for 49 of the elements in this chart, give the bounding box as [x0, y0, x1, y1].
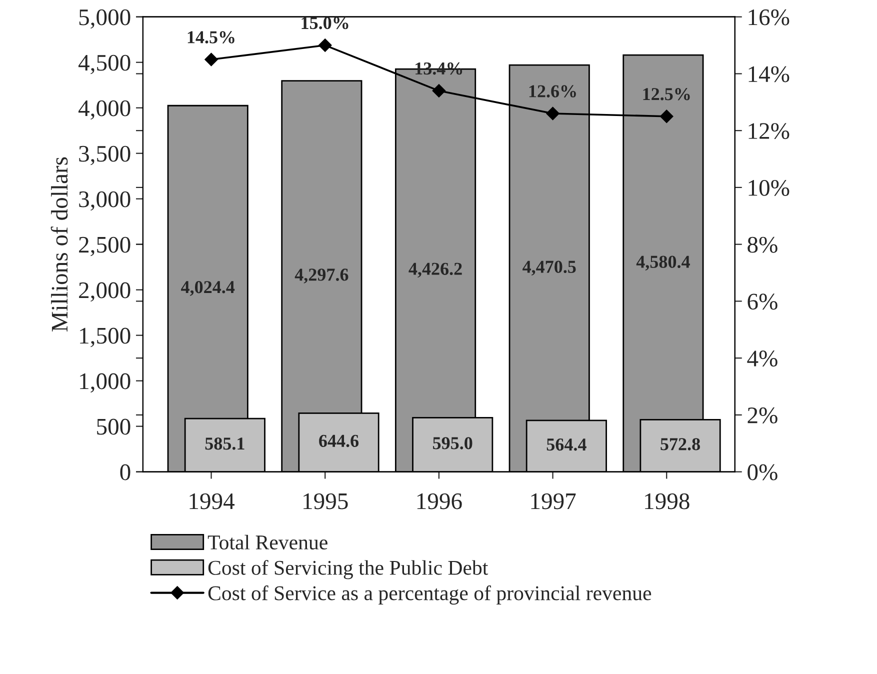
legend-label: Cost of Servicing the Public Debt: [208, 560, 488, 580]
y-tick-label: 1,500: [80, 328, 130, 348]
data-label: 12.5%: [643, 88, 690, 100]
point: [546, 106, 560, 120]
point: [660, 110, 674, 123]
data-label: 12.6%: [529, 85, 576, 98]
y2-tick-label: 14%: [748, 66, 790, 82]
y-tick-label: 3,000: [79, 191, 130, 211]
y-tick-label: 0: [120, 464, 130, 480]
y-axis-title: Millions of dollars: [50, 157, 68, 332]
x-tick-label: 1997: [531, 493, 576, 510]
y-tick-label: 4,500: [78, 54, 130, 74]
y-tick-label: 2,500: [79, 236, 130, 256]
x-tick-label: 1994: [190, 493, 234, 510]
y-tick-label: 5,000: [79, 9, 130, 29]
y2-tick-label: 8%: [748, 236, 778, 253]
y2-tick-label: 12%: [748, 123, 790, 140]
y2-tick-label: 6%: [748, 294, 778, 310]
legend-label: Cost of Service as a percentage of provincial revenue: [208, 585, 652, 605]
legend-label: Total Revenue: [208, 534, 328, 550]
y2-tick-label: 2%: [748, 407, 778, 424]
y-tick-label: 2,000: [79, 282, 130, 302]
data-label: 15.0%: [302, 16, 348, 30]
data-label: 4,580.4: [636, 256, 690, 271]
data-label: 13.4%: [416, 62, 462, 75]
data-label: 644.6: [319, 434, 359, 448]
point: [318, 38, 332, 52]
y2-tick-label: 10%: [748, 180, 790, 196]
point: [204, 52, 218, 66]
y-tick-label: 500: [97, 418, 130, 435]
y-tick-label: 3,500: [79, 146, 130, 166]
data-label: 4,297.6: [294, 268, 348, 284]
y-tick-label: 1,000: [80, 373, 130, 393]
x-tick-label: 1995: [304, 493, 348, 510]
data-label: 14.5%: [188, 31, 234, 44]
data-label: 4,470.5: [522, 260, 576, 276]
y2-tick-label: 4%: [747, 350, 778, 367]
y2-tick-label: 0%: [748, 464, 778, 480]
data-label: 4,024.4: [181, 281, 235, 296]
y-tick-label: 4,000: [78, 100, 130, 120]
data-label: 4,426.2: [408, 262, 462, 278]
y2-tick-label: 16%: [748, 9, 790, 26]
x-tick-label: 1998: [645, 493, 690, 510]
data-label: 572.8: [660, 438, 700, 450]
data-label: 585.1: [205, 438, 244, 450]
data-label: 564.4: [546, 438, 586, 451]
x-tick-label: 1996: [417, 493, 462, 510]
data-label: 595.0: [433, 437, 472, 450]
point: [432, 84, 446, 98]
